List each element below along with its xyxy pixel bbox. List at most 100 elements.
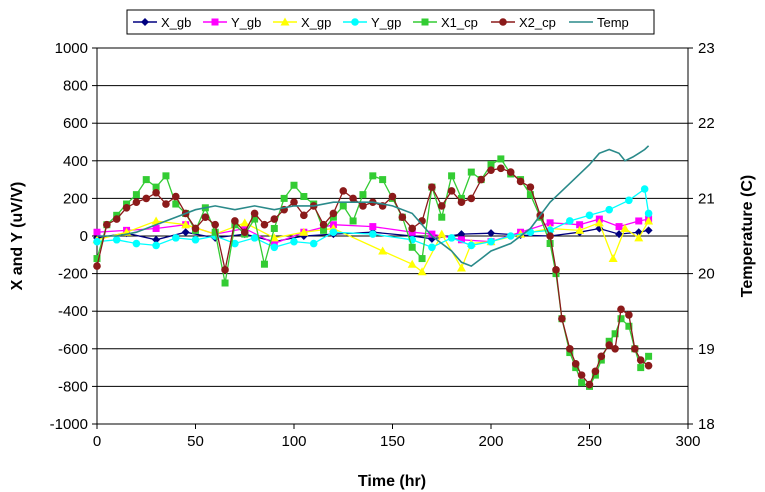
data-point-y-gp — [231, 239, 239, 248]
y2-tick-label: 23 — [698, 40, 715, 57]
data-point-y-gp — [369, 230, 377, 238]
data-point-y-gp — [585, 211, 594, 220]
series-line-x-gp — [96, 220, 650, 273]
data-point-x1-cp — [546, 240, 554, 248]
data-point-x2-cp — [467, 194, 476, 203]
data-point-x1-cp — [467, 168, 475, 176]
x-tick-label: 100 — [281, 433, 306, 450]
data-point-y-gp — [605, 205, 613, 214]
y-tick-label: -200 — [58, 266, 88, 283]
y2-axis-title: Temperature (C) — [739, 175, 756, 297]
data-point-y-gp — [270, 243, 279, 252]
y-tick-label: -400 — [58, 303, 88, 320]
data-point-x-gp — [151, 216, 161, 225]
data-point-x1-cp — [349, 217, 357, 225]
data-point-x2-cp — [211, 220, 219, 229]
legend-marker-x2-cp — [499, 18, 507, 26]
data-point-x-gp — [269, 233, 279, 242]
data-point-y-gp — [309, 239, 318, 248]
data-point-x1-cp — [211, 228, 219, 236]
data-point-x-gp — [378, 246, 388, 255]
y-tick-label: 600 — [63, 115, 88, 132]
data-point-y-gb — [576, 221, 584, 229]
data-point-x1-cp — [497, 155, 505, 163]
data-point-y-gp — [172, 234, 180, 242]
data-point-y-gb — [546, 219, 554, 227]
data-point-x1-cp — [645, 352, 653, 360]
data-point-y-gp — [644, 209, 653, 218]
legend: X_gb Y_gb X_gp Y_gp X1_cp X2_cp Temp — [126, 9, 655, 35]
series-line-y-gp — [96, 187, 650, 249]
y-axis-ticks: 1000 800 600 400 200 0 -200 -400 -600 -800 -1000 — [50, 40, 97, 433]
data-point-y-gb — [635, 217, 643, 225]
data-point-x2-cp — [300, 211, 308, 220]
data-point-x2-cp — [437, 202, 446, 210]
y-tick-label: -1000 — [50, 416, 88, 433]
data-point-x-gb — [152, 235, 161, 244]
data-point-x2-cp — [558, 314, 566, 323]
data-point-x2-cp — [93, 262, 101, 270]
legend-marker-y-gb — [211, 18, 219, 26]
data-point-x1-cp — [290, 181, 298, 189]
series-temp — [97, 145, 650, 268]
x-tick-label: 250 — [577, 433, 602, 450]
data-point-x1-cp — [251, 215, 259, 223]
data-point-x1-cp — [578, 379, 586, 387]
data-point-x1-cp — [300, 193, 308, 201]
data-point-x2-cp — [112, 215, 121, 223]
data-point-x1-cp — [152, 183, 160, 191]
y-tick-label: 1000 — [55, 40, 88, 57]
data-point-x-gp — [407, 259, 417, 268]
data-point-y-gp — [132, 239, 141, 248]
series-layer — [92, 145, 654, 390]
data-point-x1-cp — [408, 243, 416, 251]
data-point-x-gp — [608, 254, 618, 263]
data-point-x2-cp — [260, 220, 269, 229]
data-point-x-gp — [575, 225, 585, 234]
data-point-x2-cp — [597, 352, 606, 361]
data-point-x-gp — [417, 267, 427, 276]
legend-label-x2-cp: X2_cp — [519, 15, 556, 30]
data-point-x2-cp — [625, 311, 633, 319]
x-tick-label: 300 — [675, 433, 700, 450]
data-point-x2-cp — [162, 200, 170, 208]
series-y-gp — [93, 185, 653, 252]
data-point-y-gb — [369, 223, 377, 231]
data-point-x1-cp — [339, 202, 347, 210]
data-point-x1-cp — [93, 255, 101, 263]
data-point-y-gb — [93, 228, 101, 236]
data-point-x1-cp — [625, 322, 633, 330]
data-point-x-gp — [437, 229, 447, 238]
data-point-x2-cp — [497, 164, 505, 173]
data-point-x2-cp — [191, 224, 200, 233]
data-point-x1-cp — [526, 191, 534, 199]
data-point-x1-cp — [320, 226, 328, 234]
legend-marker-x-gb — [141, 18, 149, 26]
data-point-x2-cp — [526, 183, 535, 191]
y2-tick-label: 21 — [698, 190, 715, 207]
data-point-x2-cp — [103, 220, 111, 229]
series-line-x1-cp — [96, 158, 650, 388]
data-point-x2-cp — [408, 224, 417, 233]
y2-tick-label: 20 — [698, 266, 715, 283]
data-point-x-gb — [615, 230, 624, 239]
data-point-y-gb — [457, 236, 465, 244]
data-point-x2-cp — [349, 194, 357, 203]
data-point-x-gp — [181, 220, 191, 229]
y-tick-label: -600 — [58, 341, 88, 358]
data-point-x2-cp — [552, 266, 560, 274]
data-point-x2-cp — [487, 166, 495, 174]
data-point-x1-cp — [270, 224, 278, 232]
data-point-y-gp — [428, 243, 436, 252]
data-point-x2-cp — [388, 192, 397, 201]
data-point-x2-cp — [611, 345, 619, 353]
data-point-x2-cp — [359, 202, 367, 210]
legend-label-x1-cp: X1_cp — [441, 15, 478, 30]
data-point-x2-cp — [577, 371, 586, 379]
data-point-y-gp — [152, 241, 160, 250]
data-point-x1-cp — [379, 176, 387, 184]
data-point-x-gb — [181, 228, 190, 237]
y2-tick-label: 22 — [698, 115, 715, 132]
y2-tick-label: 18 — [698, 416, 715, 433]
